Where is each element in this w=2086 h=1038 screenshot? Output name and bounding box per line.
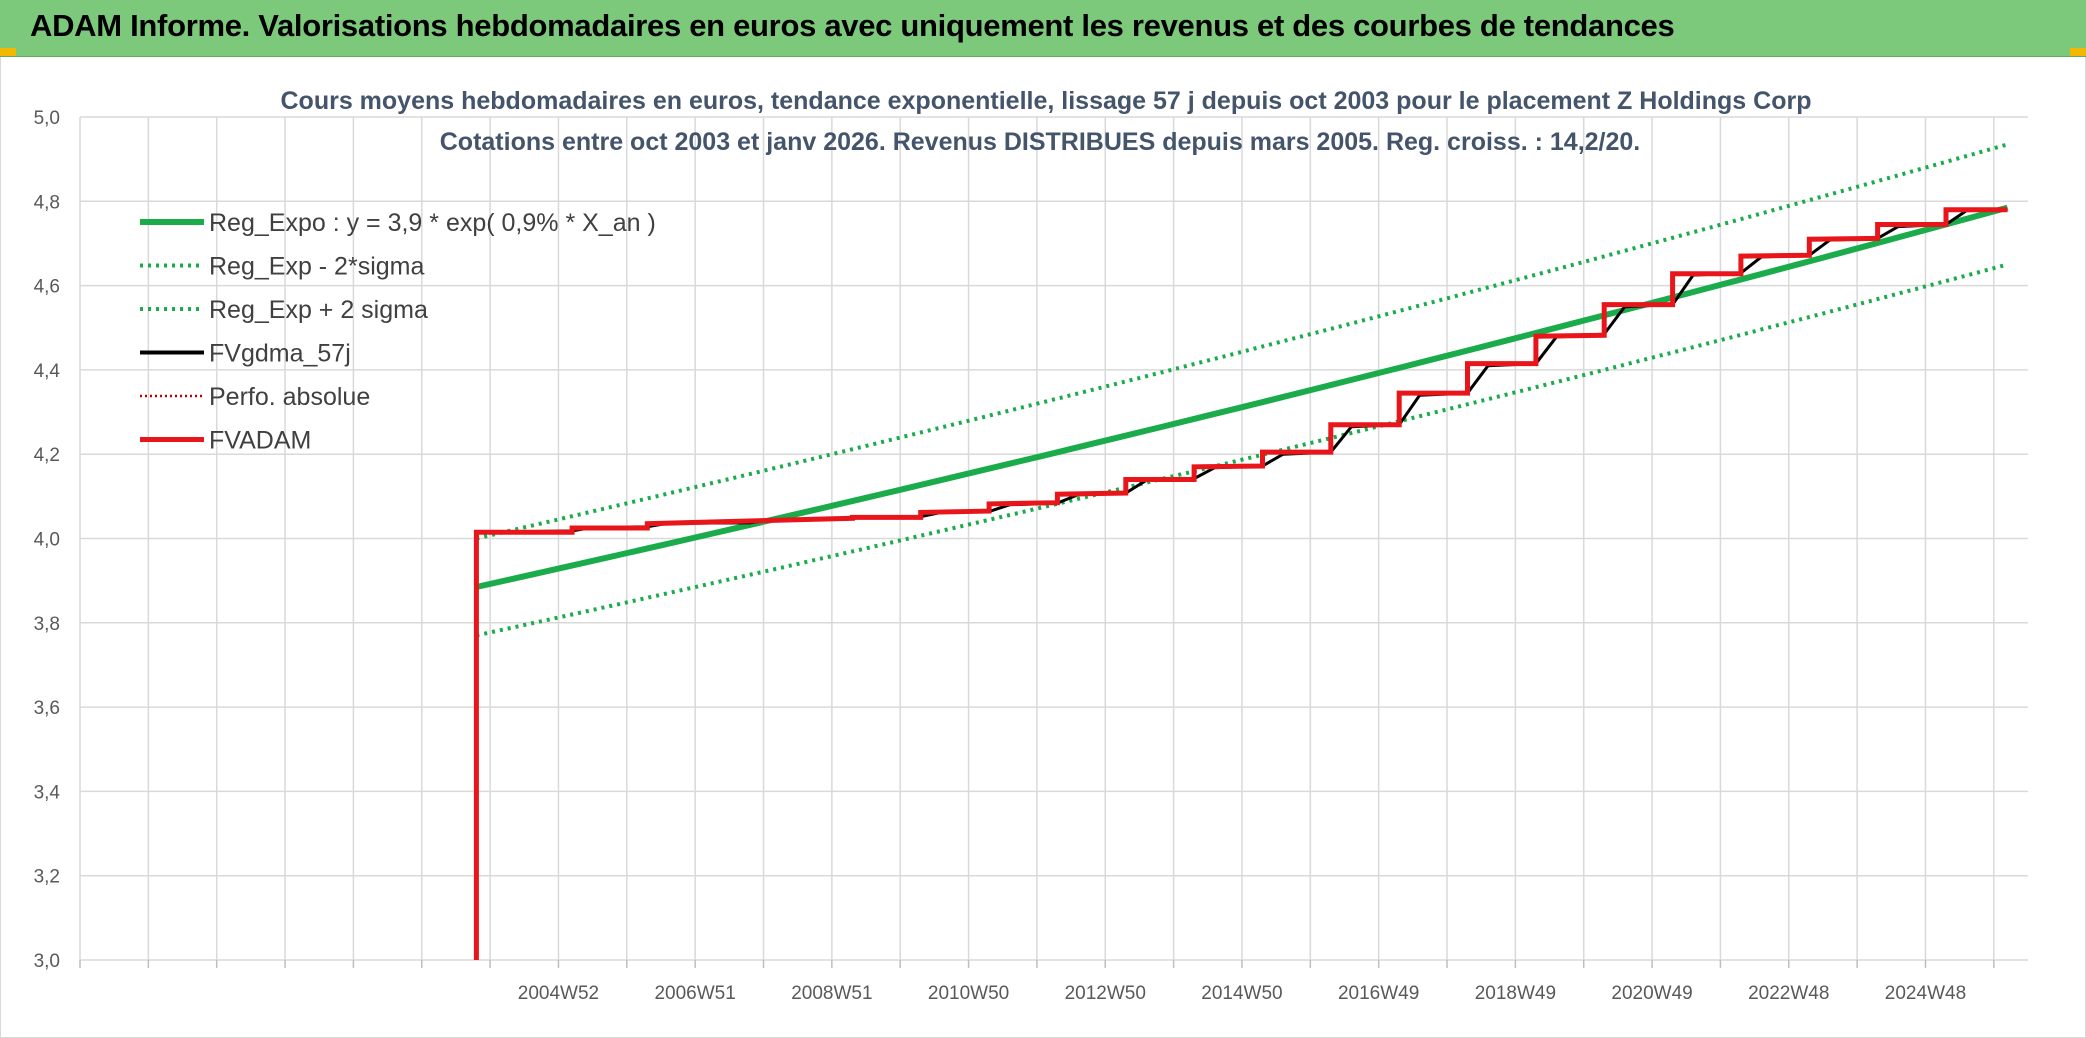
corner-marker-left <box>0 48 16 56</box>
y-tick-label: 3,8 <box>34 614 60 635</box>
x-axis-ticks: 2004W52 2006W51 2008W51 2010W50 2012W50 2014W… <box>518 983 1966 1004</box>
series-line-5 <box>473 207 2008 960</box>
x-tick-label: 2016W49 <box>1338 983 1419 1004</box>
x-tick-label: 2014W50 <box>1201 983 1282 1004</box>
x-tick-label: 2008W51 <box>791 983 872 1004</box>
legend-label: Perfo. absolue <box>209 383 370 411</box>
x-tick-label: 2004W52 <box>518 983 599 1004</box>
y-tick-label: 5,0 <box>34 108 60 129</box>
x-tick-label: 2018W49 <box>1475 983 1556 1004</box>
x-tick-label: 2010W50 <box>928 983 1009 1004</box>
y-tick-label: 3,0 <box>34 951 60 972</box>
legend-label: Reg_Expo : y = 3,9 * exp( 0,9% * X_an ) <box>209 209 656 237</box>
y-tick-label: 3,6 <box>34 698 60 719</box>
x-tick-label: 2024W48 <box>1885 983 1966 1004</box>
series-line-1 <box>475 262 2009 638</box>
y-axis-ticks: 3,0 3,2 3,4 3,6 3,8 4,0 4,2 4,4 4,6 4,8 5,0 <box>34 108 61 972</box>
chart-title-line-2: Cotations entre oct 2003 et janv 2026. R… <box>440 128 1641 156</box>
legend-label: FVgdma_57j <box>209 340 351 368</box>
chart-series <box>473 142 2009 960</box>
x-tick-label: 2022W48 <box>1748 983 1829 1004</box>
y-tick-label: 4,6 <box>34 277 60 298</box>
y-tick-label: 3,4 <box>34 782 61 803</box>
report-title: ADAM Informe. Valorisations hebdomadaire… <box>30 8 1675 43</box>
corner-marker-right <box>2070 48 2086 56</box>
y-tick-label: 4,2 <box>34 445 60 466</box>
y-tick-label: 4,0 <box>34 530 60 551</box>
x-tick-label: 2006W51 <box>654 983 735 1004</box>
y-tick-label: 3,2 <box>34 867 60 888</box>
x-tick-label: 2012W50 <box>1065 983 1146 1004</box>
y-tick-label: 4,8 <box>34 192 60 213</box>
legend-label: Reg_Exp - 2*sigma <box>209 253 424 281</box>
legend-label: Reg_Exp + 2 sigma <box>209 296 428 324</box>
x-tick-label: 2020W49 <box>1611 983 1692 1004</box>
report-header: ADAM Informe. Valorisations hebdomadaire… <box>0 0 2086 57</box>
chart-grid <box>79 116 2028 968</box>
legend-label: FVADAM <box>209 427 311 455</box>
chart-legend: Reg_Expo : y = 3,9 * exp( 0,9% * X_an ) R… <box>140 209 656 455</box>
series-line-0 <box>475 204 2009 590</box>
y-tick-label: 4,4 <box>34 361 61 382</box>
chart-title-line-1: Cours moyens hebdomadaires en euros, ten… <box>281 87 1812 115</box>
